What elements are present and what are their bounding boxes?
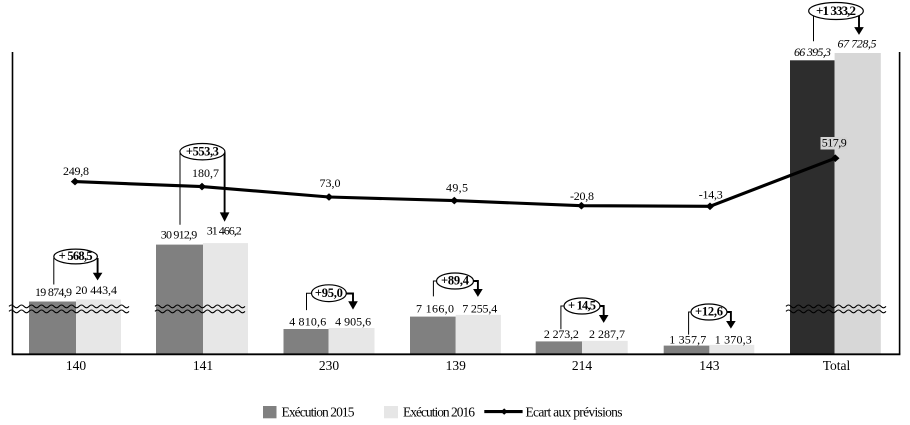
svg-text:7 166,0: 7 166,0 (416, 301, 454, 315)
svg-text:31 466,2: 31 466,2 (207, 223, 242, 237)
svg-text:+553,3: +553,3 (186, 144, 219, 158)
svg-text:+ 14,5: + 14,5 (568, 299, 596, 313)
svg-text:-20,8: -20,8 (570, 189, 594, 203)
svg-text:30 912,9: 30 912,9 (161, 228, 198, 242)
svg-text:Exécution 2015: Exécution 2015 (282, 405, 355, 420)
svg-text:1 357,7: 1 357,7 (669, 332, 706, 346)
svg-text:517,9: 517,9 (822, 135, 847, 149)
svg-text:214: 214 (572, 358, 593, 373)
svg-text:Total: Total (823, 358, 851, 373)
svg-text:-14,3: -14,3 (699, 188, 723, 202)
svg-text:Ecart aux prévisions: Ecart aux prévisions (526, 405, 623, 420)
svg-text:180,7: 180,7 (192, 166, 219, 180)
svg-text:49,5: 49,5 (446, 180, 468, 194)
svg-text:20 443,4: 20 443,4 (75, 283, 117, 297)
svg-text:+89,4: +89,4 (441, 274, 470, 288)
svg-text:Exécution 2016: Exécution 2016 (403, 405, 475, 420)
svg-text:66 395,3: 66 395,3 (794, 45, 831, 59)
svg-text:4 810,6: 4 810,6 (289, 315, 326, 329)
svg-text:+12,6: +12,6 (695, 305, 723, 319)
svg-text:19 874,9: 19 874,9 (35, 285, 72, 299)
svg-text:+95,0: +95,0 (315, 286, 343, 300)
svg-text:140: 140 (66, 358, 87, 373)
svg-text:2 273,2: 2 273,2 (544, 327, 579, 341)
svg-text:230: 230 (319, 358, 340, 373)
svg-text:7 255,4: 7 255,4 (462, 301, 497, 315)
svg-text:141: 141 (193, 358, 213, 373)
svg-text:2 287,7: 2 287,7 (589, 327, 625, 341)
svg-text:+1 333,2: +1 333,2 (816, 3, 856, 18)
svg-text:73,0: 73,0 (320, 176, 341, 190)
svg-text:1 370,3: 1 370,3 (715, 332, 752, 346)
svg-text:67 728,5: 67 728,5 (838, 36, 877, 50)
svg-text:4 905,6: 4 905,6 (335, 315, 371, 329)
svg-text:143: 143 (699, 358, 720, 373)
svg-text:249,8: 249,8 (63, 164, 89, 178)
svg-text:139: 139 (446, 358, 467, 373)
svg-text:+ 568,5: + 568,5 (59, 249, 93, 263)
